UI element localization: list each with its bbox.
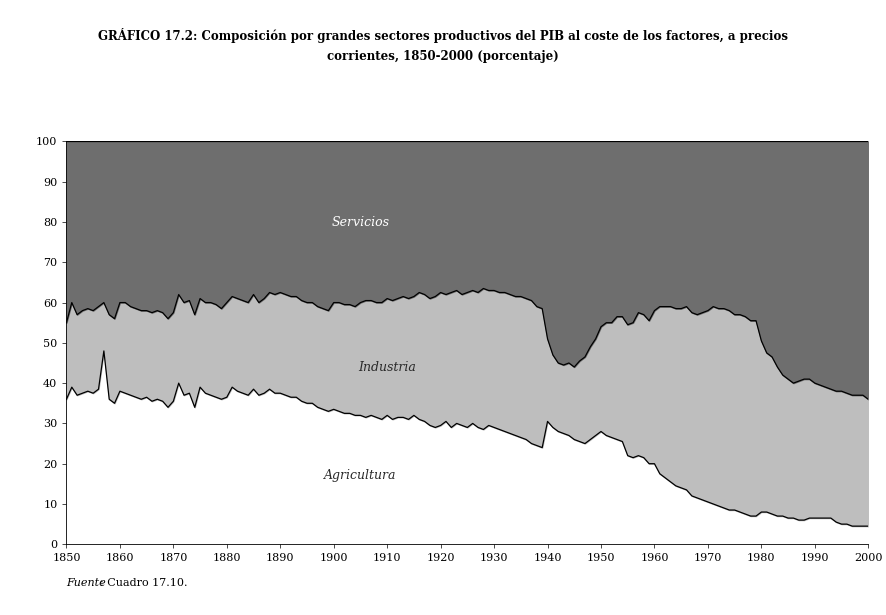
Text: GRÁFICO 17.2: Composición por grandes sectores productivos del PIB al coste de l: GRÁFICO 17.2: Composición por grandes se…	[98, 28, 788, 42]
Text: Servicios: Servicios	[331, 215, 390, 229]
Text: Industria: Industria	[358, 360, 416, 373]
Text: Agricultura: Agricultura	[324, 469, 397, 482]
Text: : Cuadro 17.10.: : Cuadro 17.10.	[100, 578, 188, 588]
Text: corrientes, 1850-2000 (porcentaje): corrientes, 1850-2000 (porcentaje)	[327, 50, 559, 63]
Text: Fuente: Fuente	[66, 578, 106, 588]
